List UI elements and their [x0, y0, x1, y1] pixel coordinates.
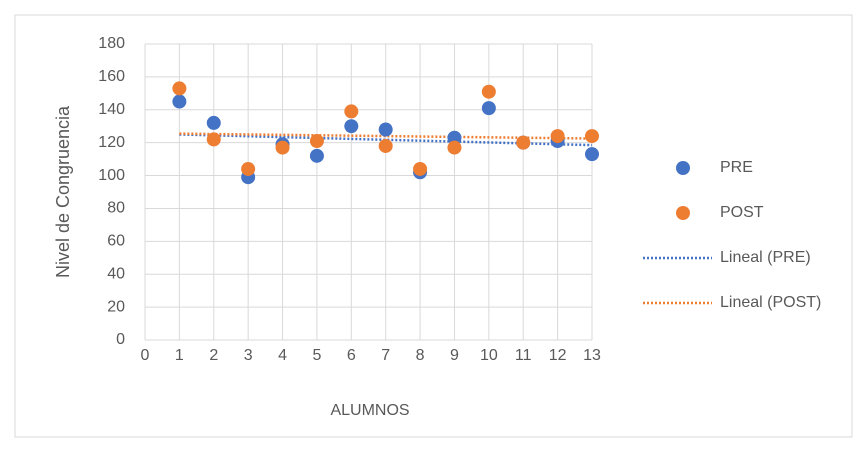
point [344, 104, 359, 119]
y-axis-label: Nivel de Congruencia [53, 105, 73, 278]
point [481, 84, 496, 99]
point [206, 132, 221, 147]
y-tick-label: 100 [98, 167, 125, 184]
point [447, 140, 462, 155]
point [378, 122, 393, 137]
legend-label: PRE [720, 159, 753, 176]
x-tick-label: 11 [515, 347, 532, 364]
legend-marker [676, 161, 690, 175]
point [206, 115, 221, 130]
point [516, 135, 531, 150]
x-tick-label: 13 [583, 347, 601, 364]
legend-label: POST [720, 204, 764, 221]
point [481, 101, 496, 116]
x-tick-label: 1 [175, 347, 184, 364]
x-tick-label: 2 [209, 347, 218, 364]
y-tick-label: 120 [98, 134, 125, 151]
point [447, 130, 462, 145]
y-tick-label: 140 [98, 101, 125, 118]
y-tick-label: 0 [116, 331, 125, 348]
point [309, 134, 324, 149]
y-tick-label: 60 [107, 233, 125, 250]
legend-label: Lineal (POST) [720, 294, 821, 311]
point [550, 129, 565, 144]
x-tick-label: 5 [312, 347, 321, 364]
point [172, 81, 187, 96]
legend-label: Lineal (PRE) [720, 249, 811, 266]
x-tick-label: 10 [480, 347, 498, 364]
x-tick-label: 7 [381, 347, 390, 364]
y-tick-label: 160 [98, 68, 125, 85]
point [413, 161, 428, 176]
x-tick-label: 12 [549, 347, 567, 364]
y-tick-label: 180 [98, 35, 125, 52]
point [585, 129, 599, 144]
trend-line [179, 132, 593, 140]
x-tick-label: 9 [450, 347, 459, 364]
chart-border [14, 14, 853, 438]
trend-line [179, 133, 593, 147]
x-axis-label: ALUMNOS [330, 402, 409, 419]
x-tick-label: 3 [244, 347, 253, 364]
point [172, 94, 187, 109]
y-tick-label: 40 [107, 265, 125, 282]
point [378, 138, 393, 153]
legend-marker [676, 206, 690, 220]
point [344, 119, 359, 134]
point [275, 140, 290, 155]
y-tick-label: 80 [107, 200, 125, 217]
y-tick-label: 20 [107, 298, 125, 315]
point [585, 147, 599, 162]
point [241, 161, 256, 176]
x-tick-label: 4 [278, 347, 287, 364]
x-tick-label: 6 [347, 347, 356, 364]
point [309, 148, 324, 163]
x-tick-label: 0 [141, 347, 150, 364]
x-tick-label: 8 [416, 347, 425, 364]
